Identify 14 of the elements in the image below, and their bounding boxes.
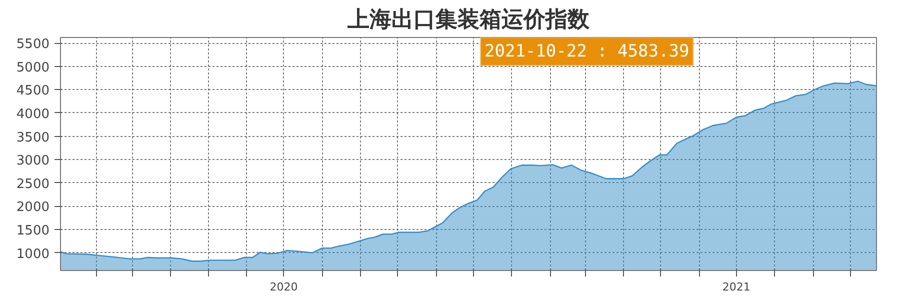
y-tick-label: 1500 — [16, 223, 50, 238]
x-tick-label: 2020 — [270, 280, 298, 294]
y-tick-label: 2000 — [16, 200, 50, 216]
y-tick-label: 5500 — [16, 37, 50, 52]
annotation: 2021-10-22 : 4583.39 — [484, 42, 690, 62]
chart-title: 上海出口集装箱运价指数 — [346, 8, 590, 32]
y-tick-label: 4000 — [16, 106, 50, 122]
y-tick-label: 4500 — [16, 84, 50, 99]
y-tick-label: 3000 — [16, 154, 50, 169]
y-tick-label: 3500 — [16, 130, 50, 146]
y-tick-label: 5000 — [16, 60, 50, 76]
y-tick-label: 2500 — [16, 176, 50, 192]
y-tick-label: 1000 — [16, 246, 50, 262]
x-tick-label: 2021 — [722, 280, 750, 294]
